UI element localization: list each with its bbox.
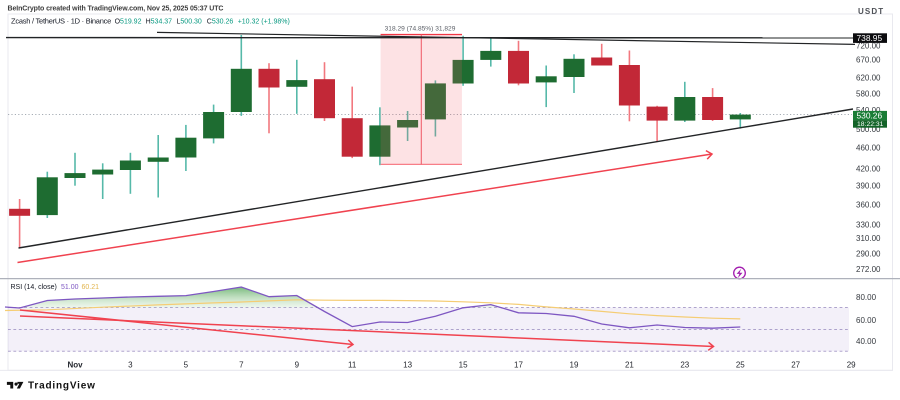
svg-text:19: 19 xyxy=(570,360,579,369)
svg-text:40.00: 40.00 xyxy=(856,337,877,346)
svg-text:25: 25 xyxy=(736,360,745,369)
svg-text:5: 5 xyxy=(184,360,189,369)
svg-text:Zcash / TetherUS · 1D · Binanc: Zcash / TetherUS · 1D · Binance xyxy=(11,16,111,25)
svg-text:310.00: 310.00 xyxy=(856,234,881,243)
svg-text:620.00: 620.00 xyxy=(856,74,881,83)
svg-text:500.00: 500.00 xyxy=(856,125,881,134)
svg-text:580.00: 580.00 xyxy=(856,90,881,99)
svg-text:540.00: 540.00 xyxy=(856,106,881,115)
svg-text:7: 7 xyxy=(239,360,244,369)
svg-text:11: 11 xyxy=(348,360,357,369)
svg-text:390.00: 390.00 xyxy=(856,182,881,191)
svg-text:21: 21 xyxy=(625,360,634,369)
svg-text:BeInCrypto created with Tradin: BeInCrypto created with TradingView.com,… xyxy=(8,5,224,12)
svg-text:9: 9 xyxy=(295,360,300,369)
svg-text:670.00: 670.00 xyxy=(856,55,881,64)
svg-text:80.00: 80.00 xyxy=(856,293,877,302)
svg-text:RSI (14, close): RSI (14, close) xyxy=(11,284,57,291)
svg-text:330.00: 330.00 xyxy=(856,220,881,229)
svg-text:720.00: 720.00 xyxy=(856,41,881,50)
svg-text:60.00: 60.00 xyxy=(856,316,877,325)
svg-text:TradingView: TradingView xyxy=(28,381,96,392)
svg-text:USDT: USDT xyxy=(858,7,884,16)
svg-text:15: 15 xyxy=(459,360,468,369)
svg-text:C530.26: C530.26 xyxy=(207,18,234,25)
svg-text:O519.92: O519.92 xyxy=(115,18,142,25)
svg-text:23: 23 xyxy=(680,360,689,369)
svg-text:420.00: 420.00 xyxy=(856,164,881,173)
svg-text:18:22:31: 18:22:31 xyxy=(857,121,884,128)
svg-text:738.95: 738.95 xyxy=(857,33,883,43)
svg-text:290.00: 290.00 xyxy=(856,249,881,258)
svg-text:318.29 (74.85%) 31,829: 318.29 (74.85%) 31,829 xyxy=(385,25,456,32)
svg-text:60.21: 60.21 xyxy=(82,284,100,291)
svg-text:360.00: 360.00 xyxy=(856,200,881,209)
svg-text:27: 27 xyxy=(791,360,800,369)
svg-text:13: 13 xyxy=(403,360,412,369)
svg-text:Nov: Nov xyxy=(67,360,83,369)
svg-text:+10.32 (+1.98%): +10.32 (+1.98%) xyxy=(238,18,290,25)
svg-text:17: 17 xyxy=(514,360,523,369)
svg-text:3: 3 xyxy=(128,360,133,369)
svg-text:H534.37: H534.37 xyxy=(146,18,173,25)
svg-text:L500.30: L500.30 xyxy=(177,18,202,25)
svg-text:460.00: 460.00 xyxy=(856,143,881,152)
svg-text:530.26: 530.26 xyxy=(857,111,883,121)
svg-text:29: 29 xyxy=(847,360,856,369)
svg-text:272.00: 272.00 xyxy=(856,265,881,274)
svg-text:51.00: 51.00 xyxy=(61,284,79,291)
